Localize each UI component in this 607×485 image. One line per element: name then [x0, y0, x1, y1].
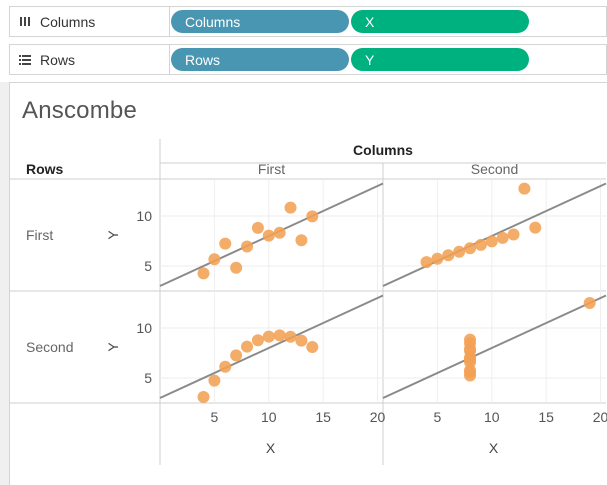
- columns-shelf-label: Columns: [10, 7, 170, 36]
- chart-title: Anscombe: [22, 97, 137, 124]
- panel-first-second-point-0: [485, 235, 498, 248]
- columns-dimension-pill[interactable]: Columns: [171, 10, 349, 33]
- column-header-second: Second: [471, 161, 518, 177]
- panel-first-first-point-8: [284, 201, 297, 214]
- panel-second-second-point-10: [464, 353, 477, 366]
- row-header-first: First: [26, 227, 53, 243]
- x-tick-first-10: 10: [261, 409, 277, 425]
- panel-first-second-point-8: [507, 228, 520, 241]
- panel-second-first-point-1: [241, 340, 254, 353]
- rows-dimension-pill-label: Rows: [185, 51, 221, 68]
- column-header-first: First: [258, 161, 285, 177]
- panel-second-first-point-9: [230, 349, 243, 362]
- panel-second-first-point-4: [273, 329, 286, 342]
- rows-dimension-pill[interactable]: Rows: [171, 48, 349, 71]
- visualization-area: Anscombe Columns Rows First Second First Seco…: [9, 82, 607, 485]
- columns-measure-pill-label: X: [365, 13, 375, 30]
- y-tick-second-10: 10: [136, 320, 152, 336]
- x-tick-first-5: 5: [210, 409, 218, 425]
- panel-first-first-point-4: [273, 226, 286, 239]
- trellis-scatter-chart: Columns Rows First Second First Second 5 10 Y 5 10…: [10, 139, 607, 465]
- panel-first-first-point-7: [197, 267, 210, 280]
- rows-measure-pill[interactable]: Y: [351, 48, 529, 71]
- panel-first-first-point-6: [219, 237, 232, 250]
- y-tick-second-5: 5: [144, 370, 152, 386]
- panel-second-first-point-3: [251, 334, 264, 347]
- row-header-title: Rows: [26, 161, 64, 177]
- rows-shelf-label: Rows: [10, 45, 170, 74]
- panel-second-first-point-5: [306, 341, 319, 353]
- panel-second-second-trend-line: [382, 294, 607, 399]
- panel-second-first-point-0: [262, 330, 275, 343]
- panel-first-second-point-9: [453, 245, 466, 258]
- panel-first-second-point-4: [496, 231, 509, 244]
- columns-measure-pill[interactable]: X: [351, 10, 529, 33]
- rows-shelf: Rows Rows Y: [9, 44, 607, 75]
- panel-first-second-point-6: [442, 249, 455, 262]
- rows-measure-pill-label: Y: [365, 51, 375, 68]
- x-tick-first-15: 15: [315, 409, 331, 425]
- x-axis-title-first: X: [266, 440, 276, 456]
- columns-shelf-text: Columns: [40, 13, 96, 30]
- panel-first-first-point-10: [208, 253, 221, 266]
- rows-shelf-text: Rows: [40, 51, 76, 68]
- columns-shelf: Columns Columns X: [9, 6, 607, 37]
- panel-first-first-point-5: [306, 210, 319, 223]
- panel-second-first-point-10: [208, 374, 221, 387]
- x-axis-title-second: X: [489, 440, 499, 456]
- panel-second-second-point-8: [464, 366, 477, 379]
- x-tick-first-20: 20: [370, 409, 386, 425]
- panel-first-first-point-2: [295, 234, 308, 247]
- rows-icon: [18, 54, 32, 65]
- columns-icon: [18, 16, 32, 27]
- panel-first-second-point-3: [474, 238, 487, 251]
- x-tick-second-20: 20: [593, 409, 607, 425]
- panel-first-first-point-3: [251, 221, 264, 234]
- panel-second-second-point-7: [583, 297, 596, 309]
- x-tick-second-15: 15: [538, 409, 554, 425]
- panel-first-first-point-9: [230, 261, 243, 274]
- row-header-second: Second: [26, 339, 73, 355]
- panel-second-first-point-2: [295, 334, 308, 347]
- panel-first-second-point-10: [431, 252, 444, 265]
- y-tick-first-5: 5: [144, 258, 152, 274]
- panel-second-first-point-6: [219, 360, 232, 373]
- panel-first-second-point-5: [529, 221, 542, 234]
- columns-dimension-pill-label: Columns: [185, 13, 241, 30]
- y-tick-first-10: 10: [136, 208, 152, 224]
- panel-second-first-trend-line: [159, 294, 384, 399]
- panel-first-second-trend-line: [382, 182, 607, 287]
- y-axis-title-first: Y: [105, 230, 121, 240]
- panel-first-second-point-2: [518, 182, 531, 195]
- panel-first-first-point-0: [262, 229, 275, 242]
- panel-second-first-point-7: [197, 391, 210, 403]
- panel-second-first-point-8: [284, 330, 297, 343]
- x-tick-second-10: 10: [484, 409, 500, 425]
- y-axis-title-second: Y: [105, 342, 121, 352]
- column-header-title: Columns: [353, 142, 413, 158]
- panel-first-second-point-1: [464, 242, 477, 255]
- left-panel-edge: [0, 82, 9, 485]
- x-tick-second-5: 5: [433, 409, 441, 425]
- panel-first-first-point-1: [241, 240, 254, 253]
- panel-first-second-point-7: [420, 256, 433, 269]
- panel-second-second-point-9: [464, 342, 477, 355]
